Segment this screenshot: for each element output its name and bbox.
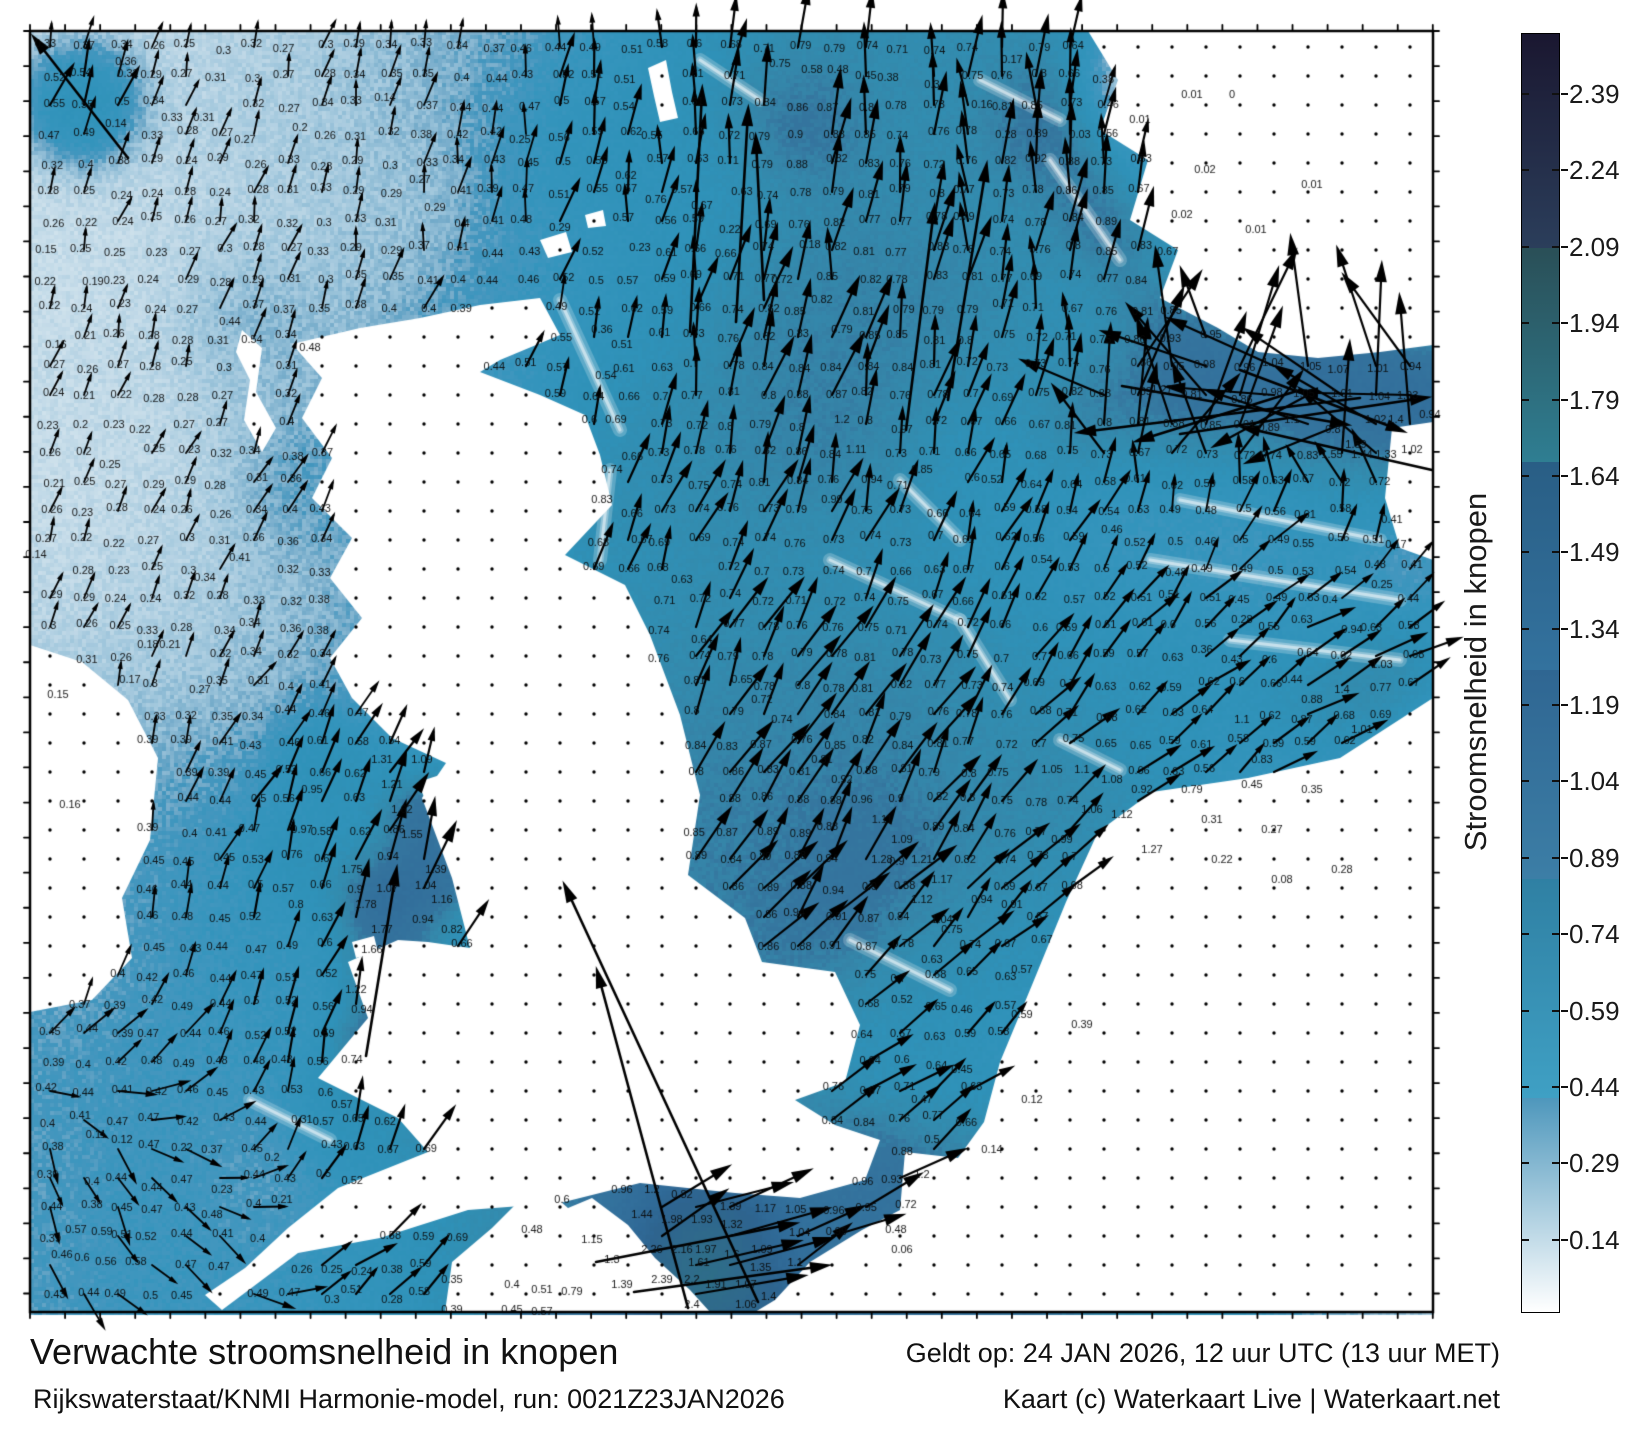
colorbar-tick xyxy=(1561,1085,1568,1088)
colorbar-tick-label: 0.29 xyxy=(1569,1148,1620,1179)
colorbar-tick xyxy=(1552,322,1559,325)
colorbar-tick xyxy=(1522,1085,1529,1088)
colorbar-tick xyxy=(1561,933,1568,936)
colorbar-tick xyxy=(1561,169,1568,172)
colorbar-tick-label: 2.39 xyxy=(1569,79,1620,110)
colorbar-tick xyxy=(1522,704,1529,707)
colorbar-tick xyxy=(1522,322,1529,325)
colorbar-tick xyxy=(1522,169,1529,172)
valid-time: Geldt op: 24 JAN 2026, 12 uur UTC (13 uu… xyxy=(905,1338,1500,1368)
colorbar-tick xyxy=(1552,627,1559,630)
colorbar-tick xyxy=(1561,322,1568,325)
colorbar-segment xyxy=(1522,879,1559,1099)
colorbar-tick xyxy=(1552,780,1559,783)
colorbar-tick-label: 1.19 xyxy=(1569,690,1620,721)
map-credit: Kaart (c) Waterkaart Live | Waterkaart.n… xyxy=(1002,1384,1500,1414)
colorbar-tick-label: 1.79 xyxy=(1569,384,1620,415)
colorbar-tick xyxy=(1522,551,1529,554)
colorbar xyxy=(1521,33,1560,1313)
colorbar-tick-label: 1.64 xyxy=(1569,460,1620,491)
model-run-info: Rijkswaterstaat/KNMI Harmonie-model, run… xyxy=(33,1384,785,1414)
colorbar-segment xyxy=(1522,461,1559,671)
colorbar-tick xyxy=(1561,245,1568,248)
colorbar-tick xyxy=(1552,1009,1559,1012)
colorbar-tick xyxy=(1561,474,1568,477)
colorbar-tick xyxy=(1552,398,1559,401)
colorbar-tick xyxy=(1552,704,1559,707)
colorbar-tick xyxy=(1522,1238,1529,1241)
colorbar-tick xyxy=(1561,780,1568,783)
colorbar-tick-label: 2.24 xyxy=(1569,155,1620,186)
colorbar-tick xyxy=(1561,551,1568,554)
colorbar-tick-label: 1.04 xyxy=(1569,766,1620,797)
colorbar-tick xyxy=(1561,627,1568,630)
colorbar-tick xyxy=(1552,93,1559,96)
colorbar-segment xyxy=(1522,247,1559,462)
colorbar-tick xyxy=(1561,93,1568,96)
colorbar-tick xyxy=(1522,245,1529,248)
colorbar-tick-label: 2.09 xyxy=(1569,231,1620,262)
colorbar-tick-label: 1.34 xyxy=(1569,613,1620,644)
colorbar-tick xyxy=(1561,1162,1568,1165)
colorbar-tick xyxy=(1552,169,1559,172)
colorbar-tick xyxy=(1522,1162,1529,1165)
colorbar-tick xyxy=(1552,1085,1559,1088)
colorbar-title: Stroomsnelheid in knopen xyxy=(1458,492,1493,852)
colorbar-tick xyxy=(1522,780,1529,783)
colorbar-tick xyxy=(1561,1009,1568,1012)
colorbar-tick xyxy=(1522,1009,1529,1012)
colorbar-tick xyxy=(1552,245,1559,248)
map-title: Verwachte stroomsnelheid in knopen xyxy=(30,1331,619,1372)
colorbar-tick xyxy=(1552,551,1559,554)
colorbar-tick-label: 0.44 xyxy=(1569,1071,1620,1102)
colorbar-tick-label: 0.14 xyxy=(1569,1224,1620,1255)
colorbar-tick xyxy=(1552,856,1559,859)
colorbar-segment xyxy=(1522,1098,1559,1312)
colorbar-tick xyxy=(1522,398,1529,401)
colorbar-tick-label: 0.59 xyxy=(1569,995,1620,1026)
colorbar-tick xyxy=(1561,1238,1568,1241)
colorbar-tick xyxy=(1552,1162,1559,1165)
colorbar-tick xyxy=(1552,933,1559,936)
colorbar-tick-label: 1.94 xyxy=(1569,308,1620,339)
colorbar-tick xyxy=(1522,933,1529,936)
colorbar-tick xyxy=(1522,856,1529,859)
colorbar-tick xyxy=(1552,474,1559,477)
colorbar-tick xyxy=(1522,474,1529,477)
colorbar-tick xyxy=(1561,398,1568,401)
colorbar-tick-label: 1.49 xyxy=(1569,537,1620,568)
colorbar-segment xyxy=(1522,34,1559,248)
colorbar-tick xyxy=(1561,856,1568,859)
colorbar-tick xyxy=(1561,704,1568,707)
colorbar-tick xyxy=(1522,93,1529,96)
colorbar-tick xyxy=(1522,627,1529,630)
colorbar-tick-label: 0.89 xyxy=(1569,842,1620,873)
colorbar-segment xyxy=(1522,670,1559,880)
colorbar-tick-label: 0.74 xyxy=(1569,919,1620,950)
colorbar-tick xyxy=(1552,1238,1559,1241)
